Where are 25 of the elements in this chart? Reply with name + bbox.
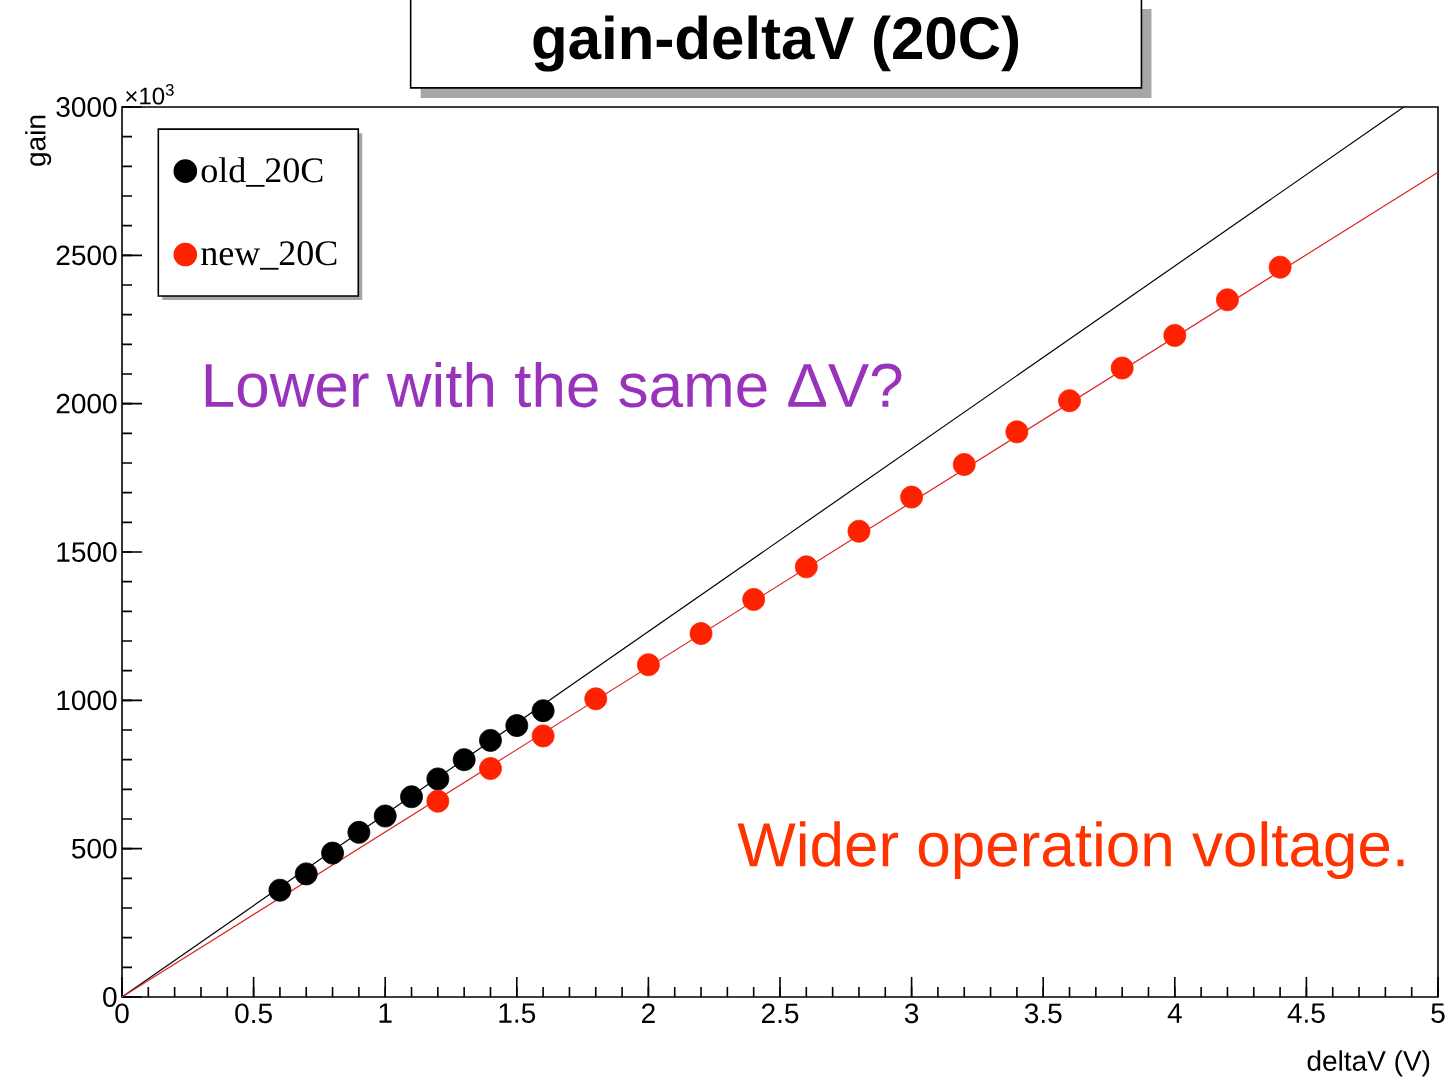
annotation: Lower with the same ΔV? [205, 361, 902, 408]
x-tick-label: 1.5 [499, 1003, 536, 1023]
x-tick-label: 5 [1431, 1003, 1445, 1023]
x-tick-label: 3 [904, 1003, 919, 1024]
text: ×10$^{3}$ [126, 83, 174, 105]
y-axis-title: gain [25, 115, 52, 166]
chart-title: gain-deltaV (20C) [533, 15, 1019, 72]
x-tick-label: 2.5 [761, 1003, 799, 1024]
legend-label: new_20C [201, 241, 337, 270]
x-tick-label: 0.5 [235, 1003, 272, 1024]
x-tick-label: 4.5 [1287, 1003, 1325, 1023]
y-tick-label: 500 [72, 838, 117, 859]
legend-label: old_20C [201, 157, 323, 187]
y-tick-label: 0 [103, 987, 117, 1007]
y-tick-label: 2500 [56, 245, 117, 266]
y-tick-label: 1000 [57, 690, 117, 711]
x-axis-title: deltaV (V) [1307, 1050, 1430, 1077]
annotation: Wider operation voltage. [737, 821, 1404, 880]
x-tick-label: 1 [379, 1003, 392, 1023]
x-tick-label: 2 [642, 1003, 655, 1023]
x-tick-label: 4 [1167, 1003, 1182, 1023]
y-tick-label: 3000 [56, 97, 117, 117]
y-tick-label: 2000 [56, 393, 117, 414]
y-tick-label: 1500 [57, 542, 117, 562]
x-tick-label: 3.5 [1024, 1003, 1062, 1024]
